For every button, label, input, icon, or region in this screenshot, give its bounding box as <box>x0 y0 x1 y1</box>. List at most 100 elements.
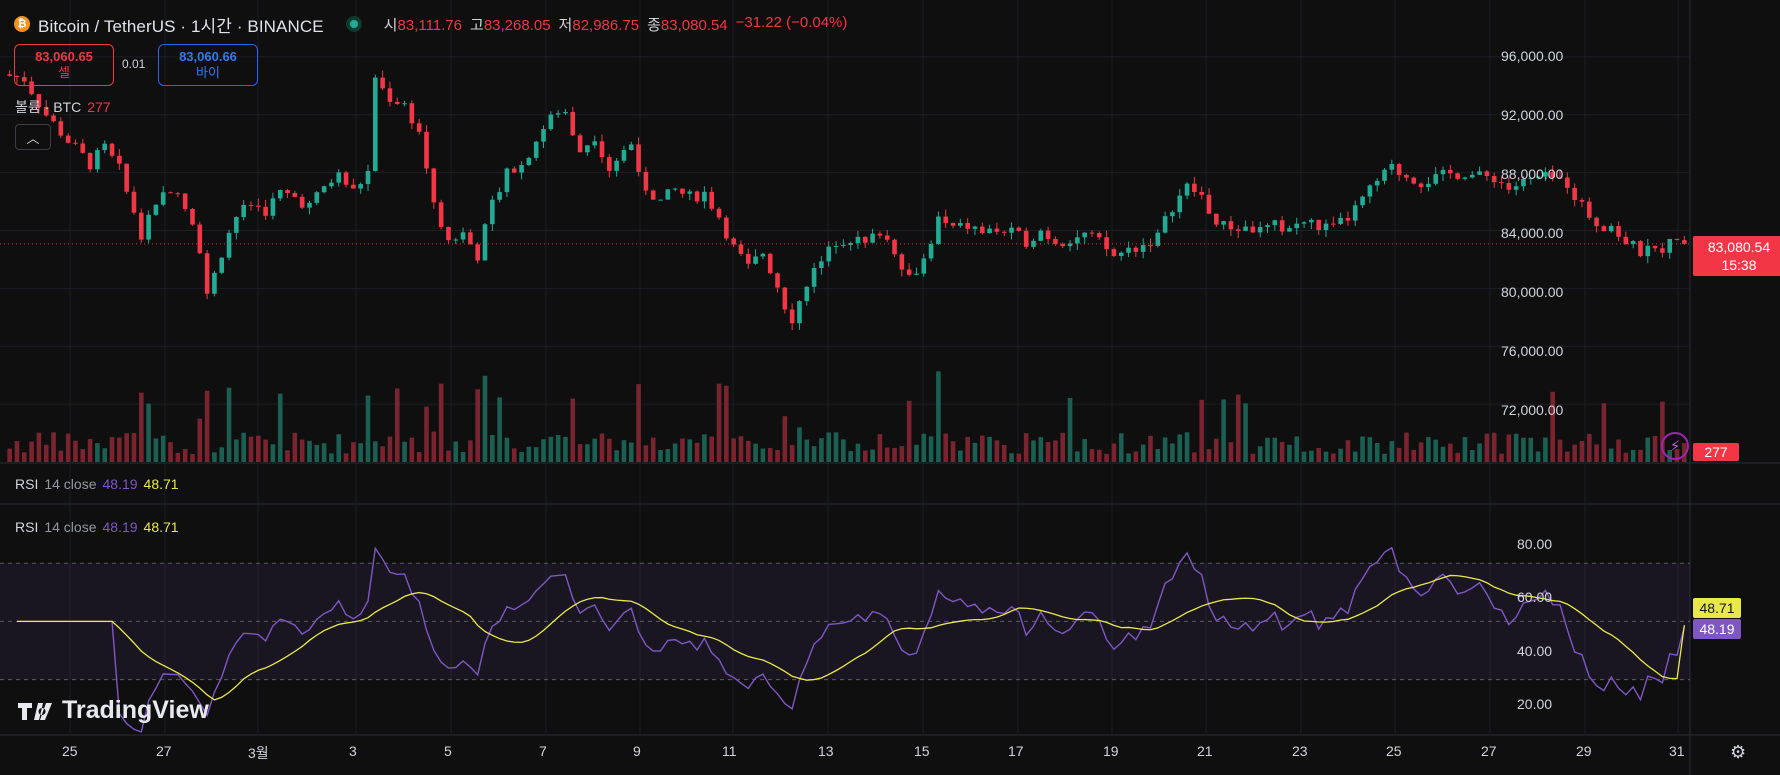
candle-body <box>775 273 780 288</box>
candle-body <box>1016 227 1022 231</box>
volume-bar <box>511 448 517 462</box>
volume-bar <box>928 436 934 462</box>
candle-body <box>1038 230 1044 241</box>
volume-bar <box>175 452 181 462</box>
time-tick: 23 <box>1292 743 1308 759</box>
candle-body <box>1111 249 1117 257</box>
volume-bar <box>416 452 422 462</box>
volume-bar <box>972 442 978 462</box>
time-axis[interactable]: 25 27 3월 3 5 7 9 11 13 15 17 19 21 23 25… <box>0 743 1690 767</box>
candle-body <box>1652 245 1658 249</box>
volume-bar <box>1382 453 1387 462</box>
settings-gear-icon[interactable]: ⚙ <box>1730 742 1747 762</box>
volume-bar <box>256 435 261 462</box>
volume-bar <box>380 446 385 462</box>
volume-bar <box>307 440 312 462</box>
volume-bar <box>548 436 554 462</box>
candle-body <box>21 77 27 82</box>
candle-body <box>1601 226 1607 232</box>
rsi-ma-value: 48.71 <box>143 476 179 492</box>
volume-bar <box>51 432 56 462</box>
candle-body <box>1301 222 1307 224</box>
volume-bar <box>1016 453 1022 462</box>
volume-bar <box>694 442 700 462</box>
candle-body <box>577 135 583 153</box>
price-tick: 84,000.00 <box>1501 225 1564 241</box>
volume-bar <box>248 436 254 462</box>
volume-bar <box>1221 399 1226 462</box>
candle-body <box>226 232 232 258</box>
candle-body <box>899 254 905 270</box>
time-tick: 25 <box>1386 743 1402 759</box>
symbol-title[interactable]: Bitcoin / TetherUS · 1시간 · BINANCE <box>38 16 324 36</box>
candle-body <box>1550 172 1556 178</box>
buy-button[interactable]: 83,060.66 바이 <box>158 44 258 86</box>
volume-bar <box>767 447 773 462</box>
volume-bar <box>351 442 356 462</box>
candle-body <box>797 301 802 324</box>
candle-body <box>1557 177 1563 179</box>
volume-bar <box>95 443 100 462</box>
candle-body <box>138 212 144 240</box>
volume-bar <box>1235 394 1241 462</box>
candle-body <box>1126 247 1131 253</box>
volume-bar <box>424 406 429 462</box>
candle-body <box>387 88 393 102</box>
tradingview-logo[interactable]: TradingView <box>16 696 209 725</box>
open-key: 시 <box>383 16 398 34</box>
candle-body <box>526 157 532 166</box>
candle-body <box>373 77 378 172</box>
rsi-legend-1[interactable]: RSI 14 close 48.19 48.71 <box>15 476 179 492</box>
candle-body <box>607 157 612 171</box>
rsi-tick: 40.00 <box>1517 643 1553 659</box>
sell-button[interactable]: 83,060.65 셀 <box>14 44 114 86</box>
candle-body <box>394 101 400 104</box>
candle-body <box>1660 248 1665 253</box>
volume-bar <box>1177 434 1183 462</box>
lightning-icon[interactable]: ⚡ <box>1661 432 1689 460</box>
volume-bar <box>555 434 561 462</box>
candle-body <box>848 243 853 245</box>
rsi-legend-2[interactable]: RSI 14 close 48.19 48.71 <box>15 519 179 535</box>
candle-body <box>1060 243 1066 247</box>
volume-bar <box>1499 453 1504 462</box>
volume-bar <box>73 440 78 462</box>
candle-body <box>36 94 42 107</box>
volume-bar <box>826 432 832 462</box>
volume-bar <box>643 445 649 462</box>
time-tick: 13 <box>818 743 834 759</box>
candle-body <box>168 192 173 194</box>
volume-bar <box>1345 440 1351 462</box>
volume-bar <box>1075 451 1080 462</box>
candle-body <box>380 77 385 89</box>
collapse-legend-button[interactable]: ︿ <box>15 124 51 150</box>
candle-body <box>1001 231 1007 233</box>
volume-bar <box>153 438 159 462</box>
volume-bar <box>58 450 64 462</box>
candle-body <box>914 273 919 275</box>
market-status-icon[interactable] <box>345 16 362 32</box>
candle-body <box>307 202 312 208</box>
candle-body <box>533 141 539 158</box>
time-tick: 3 <box>349 743 357 759</box>
candle-body <box>1031 240 1036 247</box>
candle-body <box>972 226 978 229</box>
candle-body <box>1411 177 1417 184</box>
volume-bar <box>804 439 810 462</box>
volume-legend[interactable]: 볼륨 · BTC 277 <box>15 97 111 117</box>
candle-body <box>1528 177 1534 179</box>
change-value: −31.22 (−0.04%) <box>735 13 848 31</box>
volume-legend-label: 볼륨 · BTC <box>15 99 82 115</box>
volume-bar <box>431 431 437 462</box>
volume-bar <box>1053 440 1058 462</box>
candle-body <box>855 236 861 244</box>
candle-body <box>234 217 239 233</box>
price-tick: 72,000.00 <box>1501 402 1564 418</box>
candle-body <box>292 193 298 197</box>
low-key: 저 <box>558 16 573 34</box>
candle-body <box>409 103 415 124</box>
volume-bar <box>1082 439 1087 462</box>
candle-body <box>351 184 356 189</box>
volume-bar <box>577 444 583 462</box>
